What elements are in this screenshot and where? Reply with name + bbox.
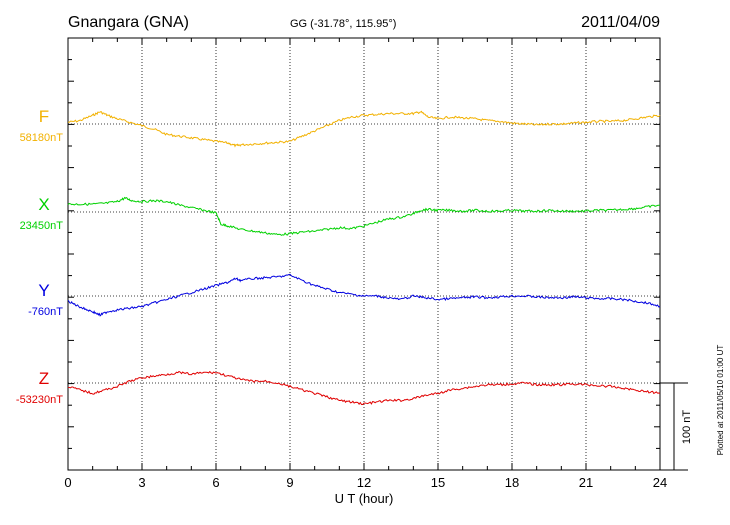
series-baseline-z: -53230nT: [16, 394, 63, 406]
grid-lines: [68, 38, 660, 470]
record-date: 2011/04/09: [581, 14, 660, 31]
x-tick-label: 12: [357, 475, 371, 490]
x-tick-label: 3: [138, 475, 145, 490]
series-line-y: [67, 273, 661, 317]
x-axis-title: U T (hour): [335, 491, 394, 506]
x-tick-labels: 0 3 6 9 12 15 18 21 24: [64, 475, 667, 490]
scale-bar-label: 100 nT: [681, 410, 693, 445]
series-lines: [67, 110, 661, 406]
series-name-z: Z: [39, 369, 49, 388]
x-tick-label: 9: [286, 475, 293, 490]
series-labels: F 58180nT X 23450nT Y -760nT Z -53230nT: [16, 107, 63, 406]
x-tick-label: 21: [579, 475, 593, 490]
series-baseline-f: 58180nT: [20, 132, 64, 144]
x-tick-label: 15: [431, 475, 445, 490]
series-name-x: X: [38, 195, 49, 214]
x-tick-label: 6: [212, 475, 219, 490]
station-coordinates: GG (-31.78°, 115.95°): [290, 18, 396, 30]
series-baseline-y: -760nT: [28, 306, 63, 318]
station-title: Gnangara (GNA): [68, 14, 189, 31]
series-line-f: [68, 110, 661, 148]
series-name-f: F: [39, 107, 49, 126]
series-line-x: [67, 196, 661, 236]
plot-frame: [67, 37, 661, 471]
series-baseline-x: 23450nT: [20, 220, 64, 232]
plotted-timestamp: Plotted at 2011/05/10 01:00 UT: [716, 345, 725, 456]
series-line-z: [67, 370, 661, 406]
x-tick-label: 24: [653, 475, 667, 490]
axis-ticks: [67, 37, 661, 470]
x-tick-label: 0: [64, 475, 71, 490]
scale-bar: 100 nT: [660, 382, 693, 471]
x-tick-label: 18: [505, 475, 519, 490]
series-name-y: Y: [38, 281, 49, 300]
